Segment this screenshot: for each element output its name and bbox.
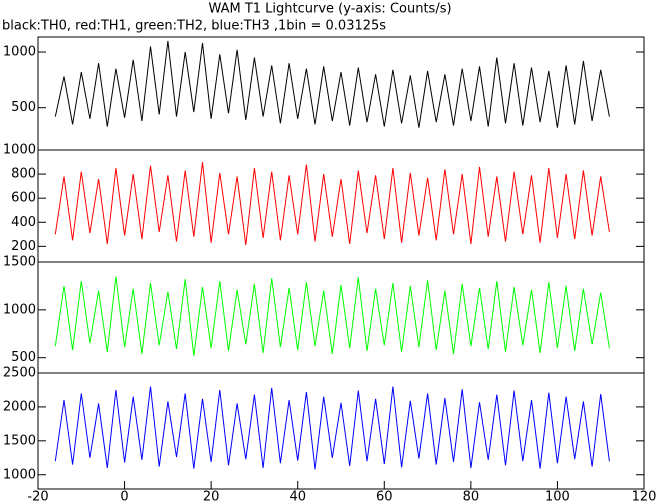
- chart-subtitle: black:TH0, red:TH1, green:TH2, blue:TH3 …: [2, 19, 386, 34]
- x-tick-label: 60: [376, 490, 393, 504]
- lightcurve: [54, 40, 610, 128]
- x-tick-label: 20: [203, 490, 220, 504]
- y-tick-label: 800: [11, 167, 36, 182]
- x-tick-label: 80: [463, 490, 480, 504]
- x-tick-label: 0: [120, 490, 128, 504]
- x-tick-label: 120: [632, 490, 657, 504]
- y-tick-label: 400: [11, 215, 36, 230]
- lightcurve: [54, 276, 610, 356]
- y-tick-label: 1500: [3, 255, 36, 270]
- panel-frame: [37, 372, 645, 490]
- y-tick-label: 1500: [3, 433, 36, 448]
- x-tick-label: 40: [289, 490, 306, 504]
- y-tick-label: 500: [11, 100, 36, 115]
- y-tick-label: 2000: [3, 399, 36, 414]
- lightcurve: [54, 386, 610, 470]
- y-tick-label: 500: [11, 350, 36, 365]
- y-tick-label: 1000: [3, 143, 36, 158]
- y-tick-label: 1000: [3, 45, 36, 60]
- y-tick-label: 1000: [3, 467, 36, 482]
- x-tick-label: -20: [27, 490, 48, 504]
- x-tick-label: 100: [545, 490, 570, 504]
- chart-title: WAM T1 Lightcurve (y-axis: Counts/s): [208, 2, 451, 17]
- panel-frame: [37, 36, 645, 151]
- y-tick-label: 1000: [3, 302, 36, 317]
- lightcurve: [54, 161, 610, 246]
- y-tick-label: 200: [11, 239, 36, 254]
- y-tick-label: 600: [11, 191, 36, 206]
- y-tick-label: 2500: [3, 366, 36, 381]
